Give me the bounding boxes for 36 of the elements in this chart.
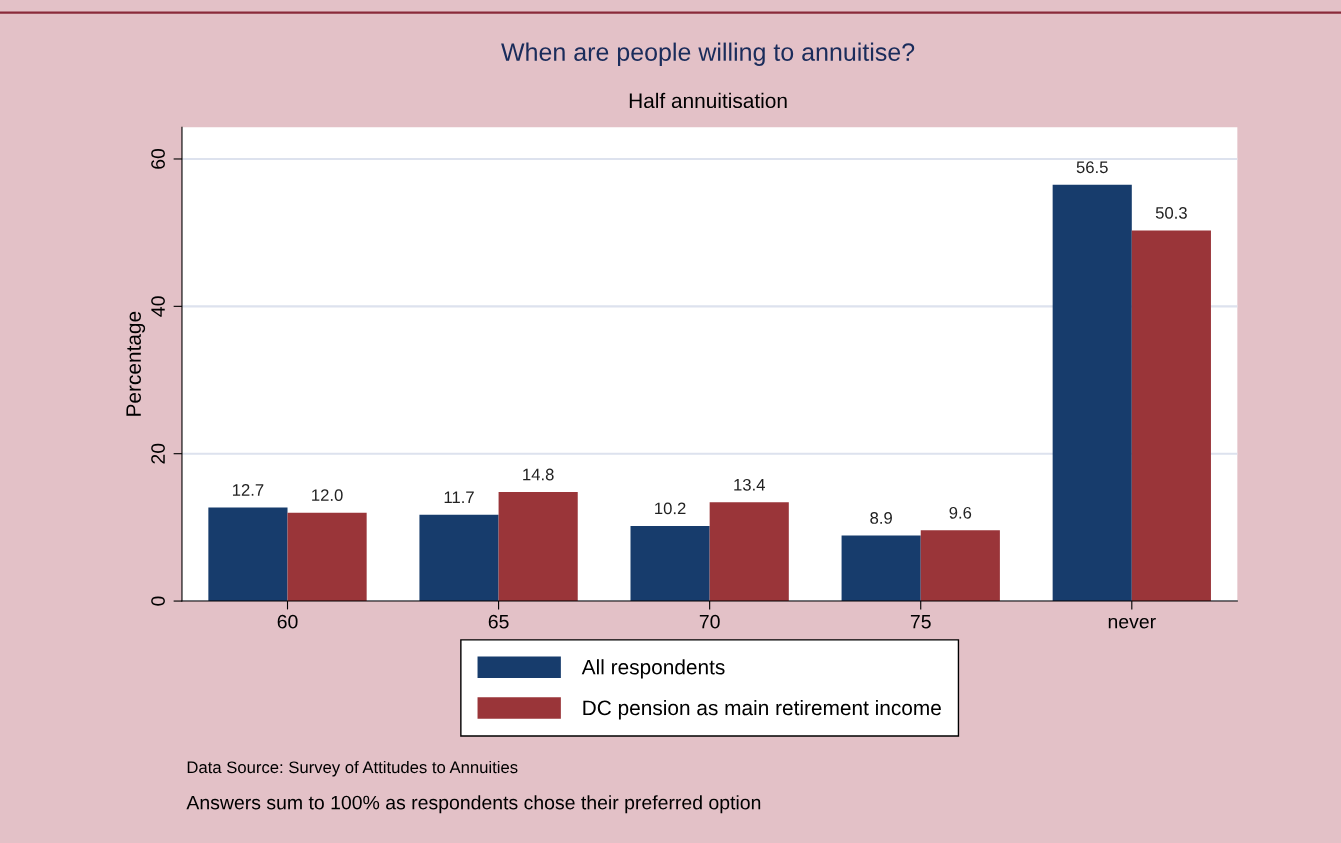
x-tick-label: never (1108, 617, 1156, 629)
x-tick-label: 65 (488, 614, 509, 629)
data-label: 9.6 (949, 506, 972, 519)
x-tick-label: 75 (910, 614, 931, 629)
data-label: 13.4 (734, 478, 765, 491)
bar (1052, 184, 1132, 602)
data-label: 10.2 (655, 502, 686, 515)
bar (287, 512, 367, 602)
text: Answers sum to 100% as respondents chose their preferred option (186, 795, 761, 814)
bar (208, 507, 288, 602)
data-label: 14.8 (523, 468, 554, 481)
bar (498, 492, 578, 602)
data-label: 8.9 (870, 512, 892, 524)
y-tick-label: 60 (151, 148, 165, 169)
x-tick-label: 70 (699, 614, 720, 629)
legend-label: DC pension as main retirement income (583, 699, 941, 720)
data-label: 12.7 (232, 484, 264, 496)
source-note: Data Source: Survey of Attitudes to Annuities (187, 760, 518, 777)
data-label: 50.3 (1155, 207, 1187, 219)
bar (920, 530, 1000, 602)
bar (1131, 230, 1211, 602)
bar (630, 525, 710, 602)
bar (419, 514, 499, 602)
x-tick-label: 60 (277, 614, 298, 629)
y-tick-label: 0 (151, 596, 165, 606)
y-axis-title: Percentage (126, 311, 146, 416)
bar (841, 535, 921, 602)
legend-label: All respondents (581, 659, 725, 679)
y-tick-label: 40 (151, 296, 165, 317)
chart-title: When are people willing to annuitise? (501, 42, 915, 66)
y-tick-label: 20 (151, 443, 165, 464)
chart-subtitle: Half annuitisation (629, 92, 787, 109)
data-label: 56.5 (1076, 161, 1108, 174)
data-label: 11.7 (444, 491, 474, 504)
data-label: 12.0 (312, 489, 343, 502)
bar (709, 502, 789, 602)
